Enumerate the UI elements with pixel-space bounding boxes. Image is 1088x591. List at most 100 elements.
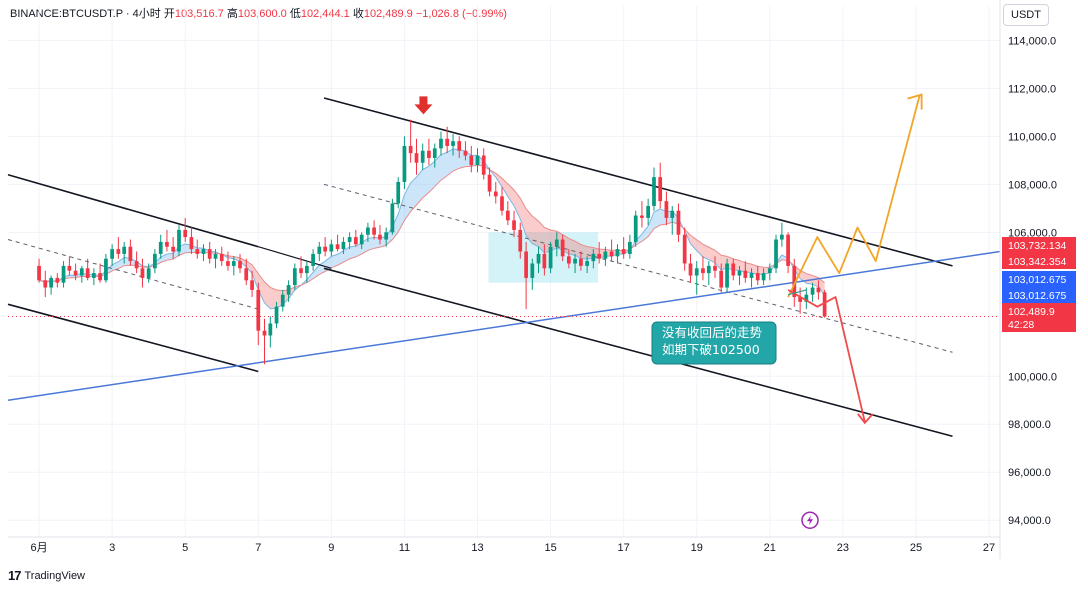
ma-ribbon-segment xyxy=(702,244,709,260)
price-tick-label: 100,000.0 xyxy=(1008,371,1057,383)
candle-body xyxy=(646,205,651,218)
candle-body xyxy=(274,306,279,324)
candle-body xyxy=(804,294,809,302)
candle-body xyxy=(43,280,48,288)
ma-ribbon-segment xyxy=(410,177,417,212)
candle-body xyxy=(256,289,261,331)
old-channel-lower xyxy=(7,303,259,373)
time-tick-label: 27 xyxy=(983,542,995,554)
candle-body xyxy=(822,292,827,317)
candle-body xyxy=(231,261,236,266)
candle-body xyxy=(475,155,480,166)
candle-body xyxy=(79,268,84,276)
candle-body xyxy=(713,265,717,271)
candle-body xyxy=(615,249,620,257)
candle-body xyxy=(774,239,778,269)
ma-ribbon-segment xyxy=(520,198,527,236)
candle-body xyxy=(183,229,188,238)
candle-body xyxy=(292,268,297,286)
candle-body xyxy=(457,141,462,151)
candle-body xyxy=(98,273,102,281)
tradingview-logo[interactable]: 17 TradingView xyxy=(8,568,85,583)
candle-body xyxy=(359,234,364,245)
symbol-label: BINANCE:BTCUSDT.P · 4小时 xyxy=(10,8,161,20)
candle-body xyxy=(165,241,169,247)
candle-body xyxy=(573,258,577,264)
ma-ribbon-segment xyxy=(416,169,423,205)
candle-body xyxy=(481,155,486,175)
time-axis: 6月 3 5 7 9 11 13 15 17 19 21 23 25 27 xyxy=(8,536,1000,554)
candlestick-series xyxy=(37,119,827,365)
candle-body xyxy=(226,261,230,266)
candle-body xyxy=(92,273,96,278)
projection-arrows xyxy=(414,93,923,529)
candle-body xyxy=(244,268,249,281)
price-tag-label: 103,012.675 xyxy=(1008,290,1067,302)
callout-pointer xyxy=(787,289,807,296)
high-value: 103,600.0 xyxy=(237,8,287,20)
candle-body xyxy=(55,277,60,283)
candle-body xyxy=(810,287,815,295)
candle-body xyxy=(487,174,492,192)
time-tick-label: 6月 xyxy=(30,542,47,554)
bearish-arrowhead-icon xyxy=(857,413,874,425)
ma-ribbon-segment xyxy=(739,260,746,273)
candle-body xyxy=(792,265,797,298)
candle-body xyxy=(786,234,790,266)
candle-body xyxy=(329,244,334,252)
candle-body xyxy=(213,253,218,259)
candle-body xyxy=(725,263,729,288)
ma-ribbon-segment xyxy=(374,237,380,249)
ma-ribbon-segment xyxy=(757,266,764,275)
candle-body xyxy=(85,268,90,278)
candle-body xyxy=(128,246,133,262)
candle-body xyxy=(640,215,644,218)
price-tick-label: 108,000.0 xyxy=(1008,179,1057,191)
ma-ribbon-segment xyxy=(715,250,722,270)
candle-body xyxy=(420,150,425,163)
candle-body xyxy=(268,323,273,336)
open-label: 开 xyxy=(163,8,175,20)
price-tick-label: 114,000.0 xyxy=(1008,35,1056,47)
candle-body xyxy=(201,249,206,254)
trend-drawings xyxy=(7,97,1001,438)
candle-body xyxy=(591,253,596,262)
price-tick-label: 98,000.0 xyxy=(1008,419,1051,431)
candle-body xyxy=(743,270,748,278)
candle-body xyxy=(37,265,41,281)
ma-ribbon-segment xyxy=(367,237,375,251)
candle-body xyxy=(323,246,328,252)
candle-body xyxy=(414,153,419,163)
candle-body xyxy=(140,268,145,278)
candle-body xyxy=(603,251,608,259)
candle-body xyxy=(798,297,803,302)
candle-body xyxy=(536,253,541,264)
high-label: 高 xyxy=(226,8,238,20)
annotation-callout: 没有收回后的走势 如期下破102500 xyxy=(651,321,777,365)
candle-body xyxy=(609,251,614,257)
candle-body xyxy=(548,246,553,269)
candle-body xyxy=(530,263,535,278)
candle-body xyxy=(67,265,72,271)
price-tag xyxy=(1002,253,1076,269)
ma-ribbon-segment xyxy=(453,149,460,172)
ma-ribbon-segment xyxy=(544,227,551,253)
candle-body xyxy=(701,268,705,274)
ma-ribbon-segment xyxy=(745,262,752,273)
candle-body xyxy=(378,234,382,240)
candle-body xyxy=(134,261,139,269)
candle-body xyxy=(597,253,602,259)
close-value: 102,489.9 xyxy=(363,8,413,20)
currency-selector[interactable]: USDT xyxy=(1003,4,1049,26)
candle-body xyxy=(737,270,742,276)
candle-body xyxy=(761,273,766,281)
candle-body xyxy=(500,196,504,211)
time-tick-label: 25 xyxy=(910,542,922,554)
ma-ribbon-segment xyxy=(258,273,265,303)
ma-ribbon-segment xyxy=(708,247,716,263)
candle-body xyxy=(505,210,510,221)
candle-body xyxy=(250,280,254,290)
ma-ribbon-segment xyxy=(270,287,277,309)
candle-body xyxy=(512,220,516,230)
